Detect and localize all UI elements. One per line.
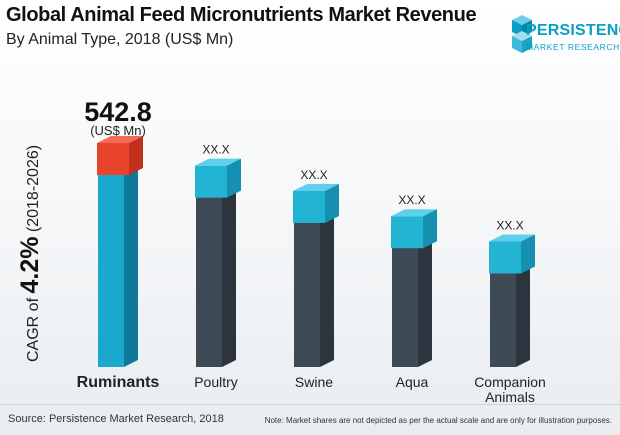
bar-companion-animals: [490, 269, 516, 367]
bar-aqua: [392, 244, 418, 367]
bar-cap-side: [521, 234, 535, 274]
footer-divider: [0, 404, 620, 405]
bar-cap-top: [195, 158, 241, 166]
data-label: XX.X: [202, 143, 229, 157]
bar-cap-side: [325, 183, 339, 223]
bar-side: [124, 164, 138, 367]
data-label: XX.X: [496, 219, 523, 233]
bar-cap-front: [489, 241, 521, 274]
bar-side: [320, 211, 334, 367]
data-label: XX.X: [300, 168, 327, 182]
bar-swine: [294, 218, 320, 367]
bar-cap-top: [489, 234, 535, 242]
category-label: Aqua: [396, 374, 429, 390]
bar-ruminants: [98, 171, 124, 367]
chart-subtitle: By Animal Type, 2018 (US$ Mn): [6, 31, 234, 48]
bar-side: [418, 237, 432, 367]
bar-cap-side: [423, 209, 437, 249]
bar-cap-top: [391, 209, 437, 217]
category-label: Companion: [474, 374, 546, 390]
bar-cap-front: [195, 165, 227, 198]
data-label: XX.X: [398, 193, 425, 207]
company-logo: PERSISTENCE MARKET RESEARCH: [508, 6, 620, 68]
bar-side: [222, 186, 236, 367]
category-label: Poultry: [194, 374, 238, 390]
disclaimer-note: Note: Market shares are not depicted as …: [264, 416, 612, 425]
chart-title: Global Animal Feed Micronutrients Market…: [6, 4, 477, 26]
data-label-unit: (US$ Mn): [90, 123, 146, 138]
bar-cap-front: [293, 190, 325, 223]
logo-tagline: MARKET RESEARCH: [526, 42, 620, 52]
category-label: Ruminants: [77, 374, 160, 391]
bar-cap-side: [129, 136, 143, 175]
bar-poultry: [196, 193, 222, 367]
category-label: Swine: [295, 374, 333, 390]
bar-cap-front: [391, 216, 423, 249]
bar-side: [516, 262, 530, 367]
logo-name: PERSISTENCE: [526, 22, 620, 39]
bar-cap-front: [97, 143, 129, 175]
data-label: 542.8: [84, 97, 152, 127]
bar-cap-side: [227, 158, 241, 198]
bar-cap-top: [97, 136, 143, 143]
category-label: Animals: [485, 389, 535, 405]
logo-cube-icon: [512, 15, 532, 53]
bar-cap-top: [293, 183, 339, 191]
source-note: Source: Persistence Market Research, 201…: [8, 413, 224, 425]
